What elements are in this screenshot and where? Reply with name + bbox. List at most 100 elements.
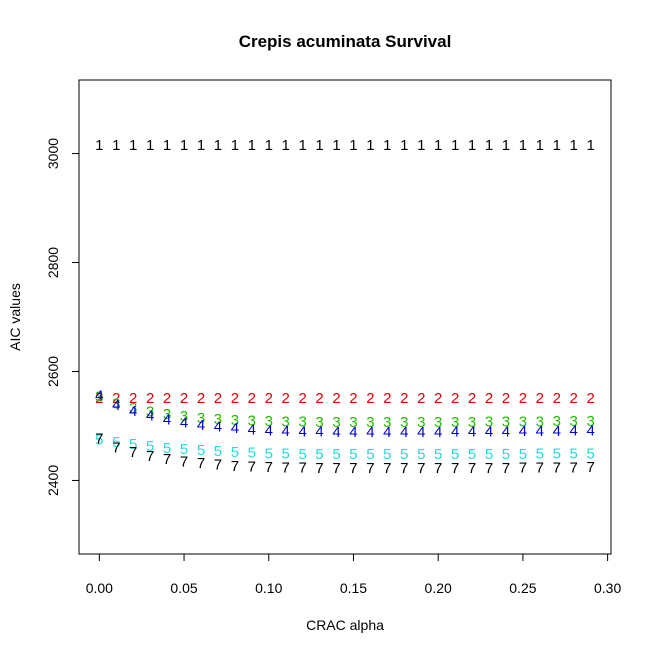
data-point-series-3: 3 bbox=[349, 414, 357, 431]
data-point-series-5: 5 bbox=[468, 446, 476, 463]
data-point-series-4: 4 bbox=[553, 423, 561, 440]
data-point-series-4: 4 bbox=[570, 422, 578, 439]
data-point-series-2: 2 bbox=[586, 390, 594, 407]
data-point-series-1: 1 bbox=[349, 137, 357, 154]
data-point-series-2: 2 bbox=[485, 390, 493, 407]
data-point-series-3: 3 bbox=[282, 414, 290, 431]
data-point-series-7: 7 bbox=[349, 460, 357, 477]
data-point-series-4: 4 bbox=[231, 420, 239, 437]
data-point-series-2: 2 bbox=[129, 390, 137, 407]
data-point-series-5: 5 bbox=[95, 432, 103, 449]
data-point-series-3: 3 bbox=[332, 414, 340, 431]
data-point-series-2: 2 bbox=[383, 390, 391, 407]
data-point-series-7: 7 bbox=[400, 460, 408, 477]
data-point-series-3: 3 bbox=[434, 414, 442, 431]
series-7: 77 7 7 7 7 7 7 7 7 7 7 7 7 7 7 7 7 7 7 7 7 7 7 7 7 7 7 7 7 bbox=[95, 431, 595, 477]
data-point-series-2: 2 bbox=[282, 390, 290, 407]
data-point-series-7: 7 bbox=[315, 460, 323, 477]
data-point-series-5: 5 bbox=[315, 446, 323, 463]
x-axis: 0.00 0.05 0.10 0.15 0.20 0.25 0.30 bbox=[86, 553, 621, 596]
data-point-series-4: 4 bbox=[95, 388, 103, 405]
data-point-series-2: 2 bbox=[298, 390, 306, 407]
data-point-series-5: 5 bbox=[248, 445, 256, 462]
data-point-series-3: 3 bbox=[112, 396, 120, 413]
data-point-series-2: 2 bbox=[265, 390, 273, 407]
data-point-series-7: 7 bbox=[231, 458, 239, 475]
data-point-series-4: 4 bbox=[536, 423, 544, 440]
data-point-series-2: 2 bbox=[400, 390, 408, 407]
data-point-series-1: 1 bbox=[400, 137, 408, 154]
data-point-series-5: 5 bbox=[485, 446, 493, 463]
data-point-series-5: 5 bbox=[298, 446, 306, 463]
data-point-series-5: 5 bbox=[519, 446, 527, 463]
data-point-series-5: 5 bbox=[197, 442, 205, 459]
data-point-series-3: 3 bbox=[400, 414, 408, 431]
x-tick-label: 0.30 bbox=[594, 580, 621, 596]
data-points: 1 1 1 1 1 1 1 1 1 1 1 1 1 1 1 1 1 1 1 1 1 1 1 1 1 1 1 1 1 12 2 2 2 2 2 2 2 2 2… bbox=[95, 137, 595, 477]
data-point-series-1: 1 bbox=[570, 137, 578, 154]
data-point-series-1: 1 bbox=[502, 137, 510, 154]
chart-title: Crepis acuminata Survival bbox=[239, 32, 452, 51]
data-point-series-1: 1 bbox=[315, 137, 323, 154]
data-point-series-3: 3 bbox=[536, 414, 544, 431]
data-point-series-4: 4 bbox=[349, 424, 357, 441]
data-point-series-4: 4 bbox=[282, 423, 290, 440]
data-point-series-5: 5 bbox=[553, 445, 561, 462]
data-point-series-5: 5 bbox=[366, 446, 374, 463]
data-point-series-1: 1 bbox=[265, 137, 273, 154]
y-axis-label: AIC values bbox=[7, 283, 23, 351]
data-point-series-2: 2 bbox=[570, 390, 578, 407]
data-point-series-7: 7 bbox=[248, 458, 256, 475]
data-point-series-5: 5 bbox=[434, 446, 442, 463]
y-tick-label: 2400 bbox=[45, 465, 61, 496]
data-point-series-4: 4 bbox=[400, 424, 408, 441]
data-point-series-1: 1 bbox=[129, 137, 137, 154]
x-tick-label: 0.15 bbox=[340, 580, 367, 596]
data-point-series-1: 1 bbox=[231, 137, 239, 154]
data-point-series-7: 7 bbox=[383, 460, 391, 477]
data-point-series-4: 4 bbox=[451, 423, 459, 440]
data-point-series-1: 1 bbox=[383, 137, 391, 154]
data-point-series-3: 3 bbox=[197, 410, 205, 427]
data-point-series-3: 3 bbox=[451, 414, 459, 431]
data-point-series-4: 4 bbox=[366, 424, 374, 441]
data-point-series-5: 5 bbox=[231, 444, 239, 461]
data-point-series-7: 7 bbox=[570, 459, 578, 476]
data-point-series-7: 7 bbox=[163, 451, 171, 468]
data-point-series-1: 1 bbox=[163, 137, 171, 154]
data-point-series-7: 7 bbox=[451, 460, 459, 477]
data-point-series-4: 4 bbox=[315, 423, 323, 440]
x-tick-label: 0.20 bbox=[425, 580, 452, 596]
data-point-series-1: 1 bbox=[146, 137, 154, 154]
data-point-series-3: 3 bbox=[298, 414, 306, 431]
data-point-series-7: 7 bbox=[129, 444, 137, 461]
data-point-series-7: 7 bbox=[553, 459, 561, 476]
data-point-series-7: 7 bbox=[434, 460, 442, 477]
data-point-series-3: 3 bbox=[586, 413, 594, 430]
data-point-series-4: 4 bbox=[468, 423, 476, 440]
data-point-series-4: 4 bbox=[265, 422, 273, 439]
data-point-series-1: 1 bbox=[366, 137, 374, 154]
data-point-series-7: 7 bbox=[332, 460, 340, 477]
data-point-series-3: 3 bbox=[468, 414, 476, 431]
x-axis-label: CRAC alpha bbox=[306, 617, 384, 633]
data-point-series-2: 2 bbox=[95, 390, 103, 407]
data-point-series-1: 1 bbox=[197, 137, 205, 154]
data-point-series-7: 7 bbox=[197, 455, 205, 472]
data-point-series-5: 5 bbox=[400, 446, 408, 463]
data-point-series-1: 1 bbox=[180, 137, 188, 154]
data-point-series-2: 2 bbox=[553, 390, 561, 407]
data-point-series-5: 5 bbox=[180, 441, 188, 458]
data-point-series-3: 3 bbox=[366, 414, 374, 431]
data-point-series-4: 4 bbox=[129, 403, 137, 420]
data-point-series-3: 3 bbox=[383, 414, 391, 431]
data-point-series-3: 3 bbox=[519, 414, 527, 431]
data-point-series-1: 1 bbox=[417, 137, 425, 154]
data-point-series-2: 2 bbox=[315, 390, 323, 407]
data-point-series-5: 5 bbox=[112, 434, 120, 451]
data-point-series-2: 2 bbox=[163, 390, 171, 407]
